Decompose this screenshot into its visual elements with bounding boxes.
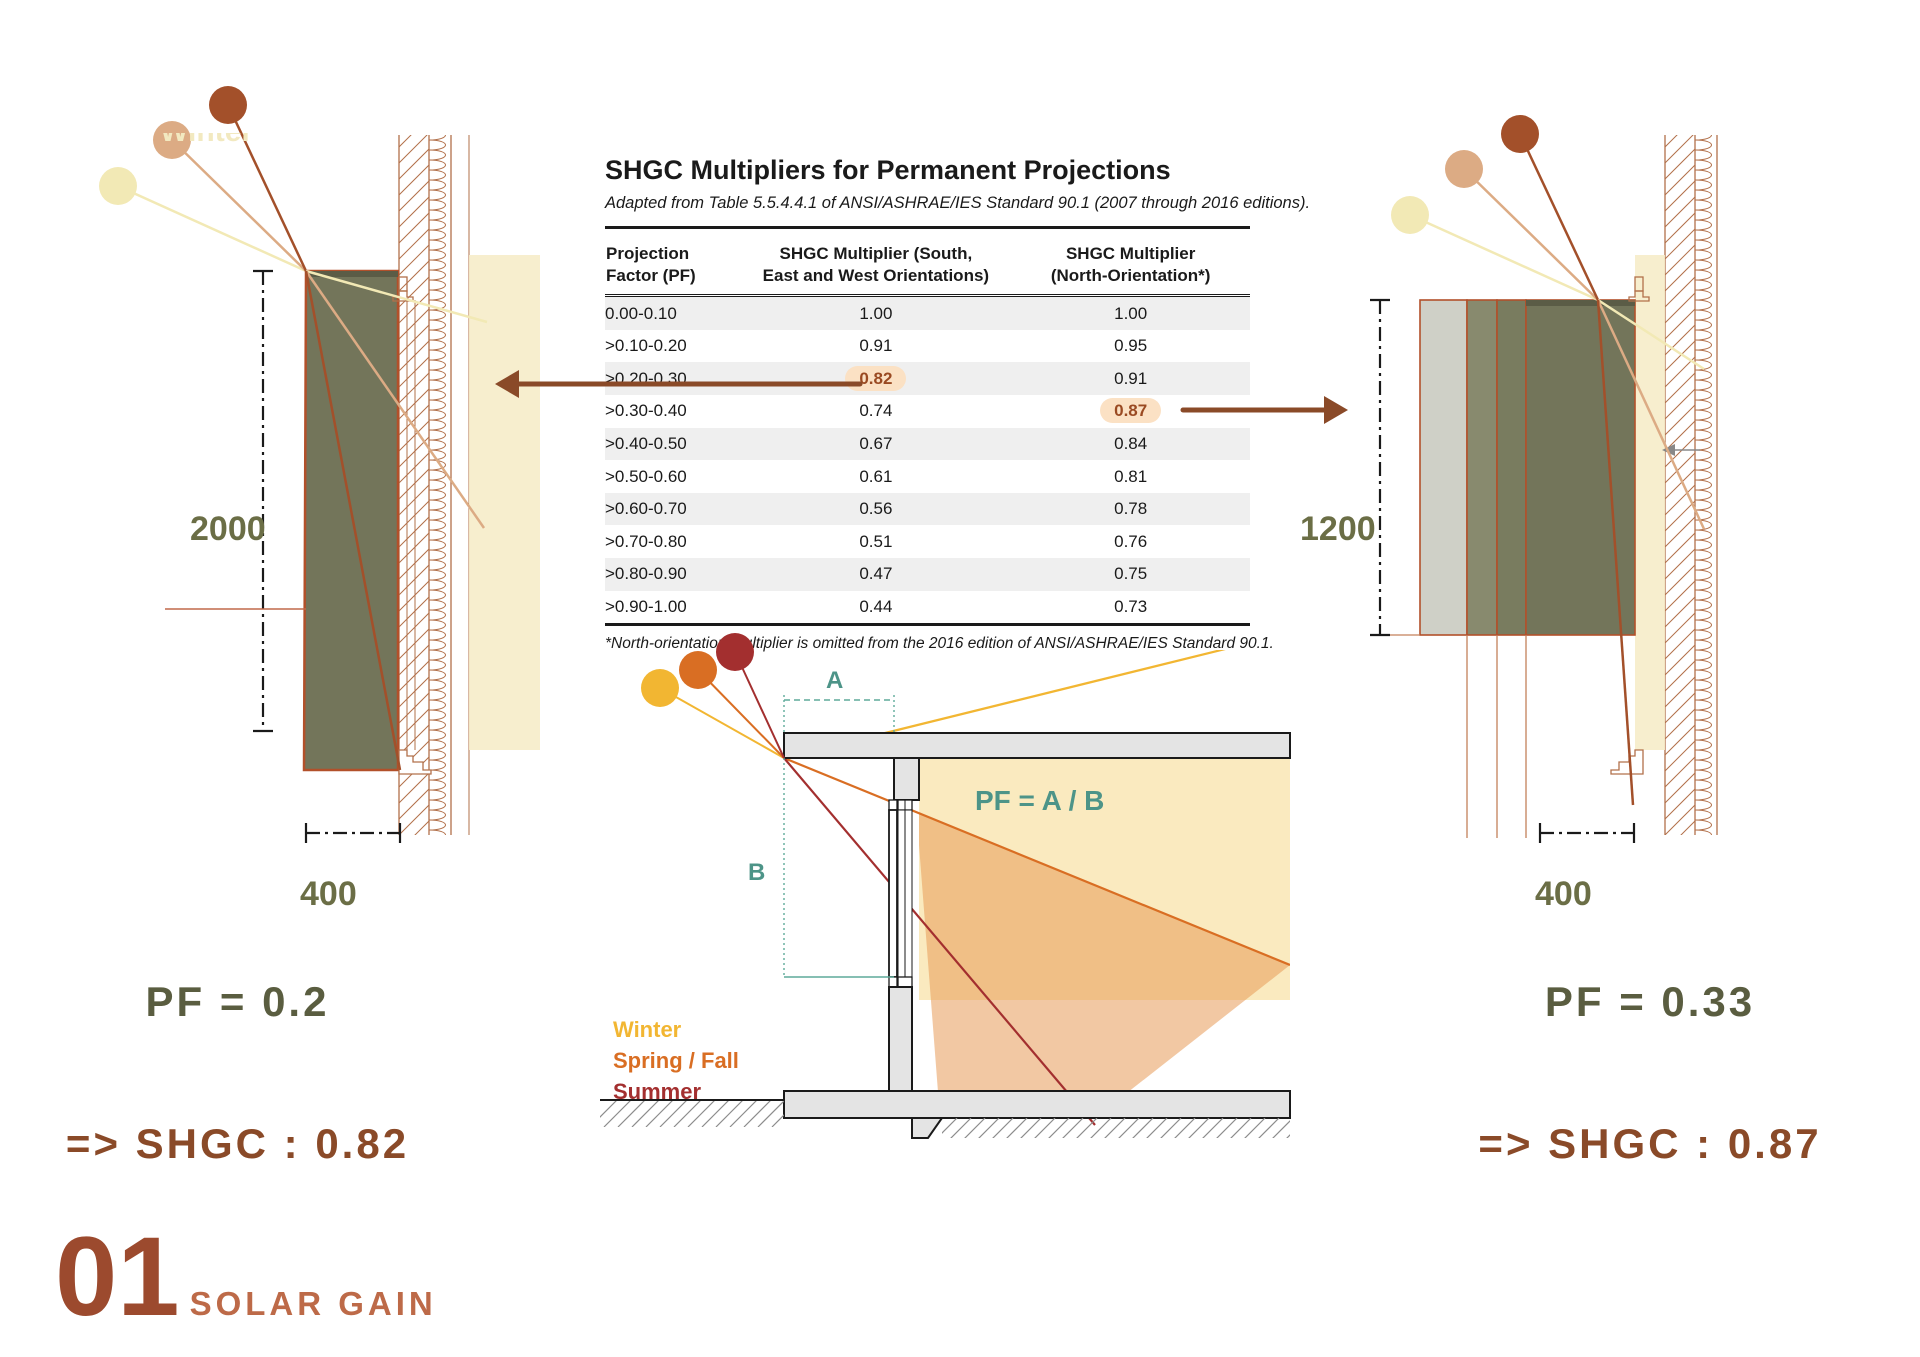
svg-text:Winter: Winter: [613, 1017, 682, 1042]
svg-text:400: 400: [300, 875, 357, 913]
svg-text:2000: 2000: [190, 510, 266, 548]
svg-text:Spring / Fall: Spring / Fall: [613, 1048, 739, 1073]
svg-text:PF = A / B: PF = A / B: [975, 785, 1104, 816]
svg-text:B: B: [748, 859, 765, 886]
svg-text:A: A: [826, 667, 843, 694]
svg-text:1200: 1200: [1300, 510, 1376, 548]
svg-text:400: 400: [1535, 875, 1592, 913]
svg-text:Summer: Summer: [613, 1079, 701, 1104]
